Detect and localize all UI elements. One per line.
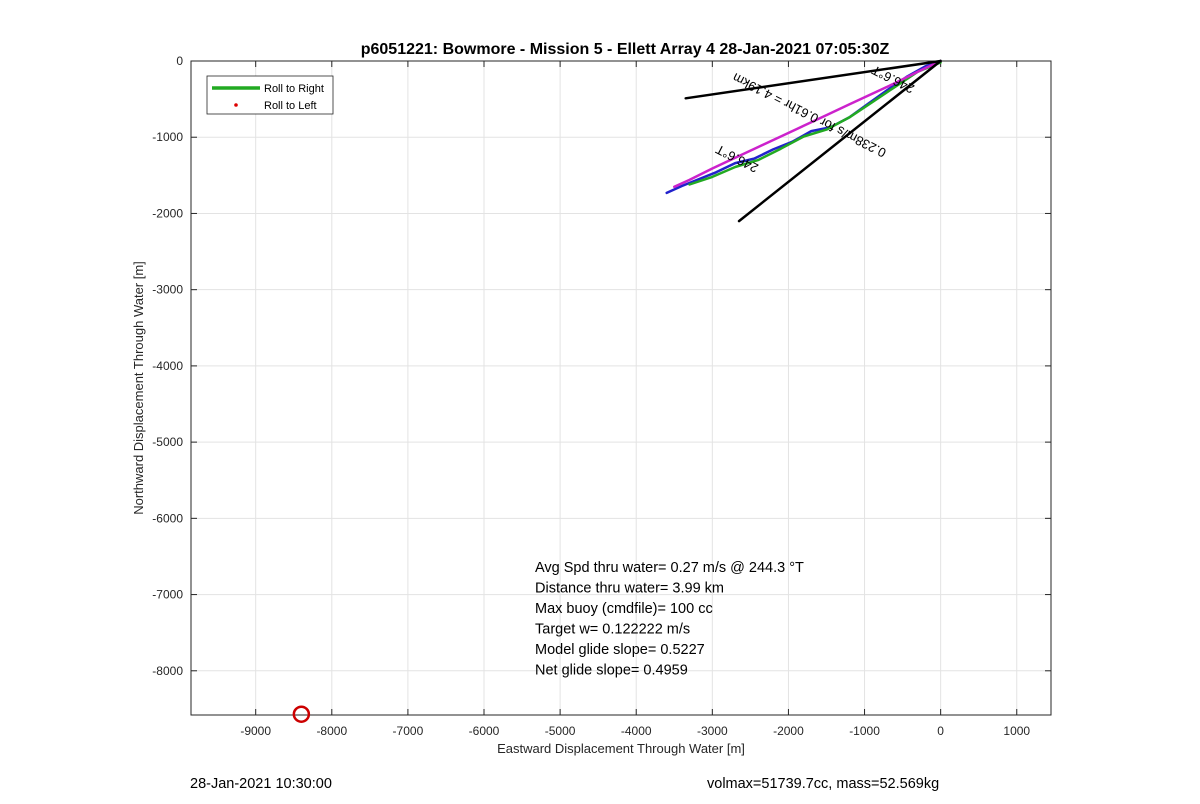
series-line-4 bbox=[737, 59, 942, 223]
x-axis-label: Eastward Displacement Through Water [m] bbox=[497, 741, 745, 756]
chart-title: p6051221: Bowmore - Mission 5 - Ellett A… bbox=[361, 41, 890, 58]
legend: Roll to Right Roll to Left bbox=[206, 75, 334, 115]
plot-area bbox=[190, 60, 1052, 716]
y-tick-label: -8000 bbox=[152, 664, 183, 678]
x-tick-label: -8000 bbox=[316, 724, 347, 738]
data-markers bbox=[292, 705, 311, 723]
footer-vehicle-info: volmax=51739.7cc, mass=52.569kg bbox=[707, 776, 939, 792]
legend-swatch-dot bbox=[234, 103, 238, 107]
y-tick-label: -5000 bbox=[152, 435, 183, 449]
stat-line: Distance thru water= 3.99 km bbox=[535, 581, 724, 597]
x-tick-label: 1000 bbox=[1003, 724, 1030, 738]
x-tick-label: -3000 bbox=[697, 724, 728, 738]
series-line-3 bbox=[684, 59, 942, 100]
x-tick-label: -6000 bbox=[469, 724, 500, 738]
legend-label: Roll to Left bbox=[264, 100, 317, 112]
y-tick-label: -3000 bbox=[152, 283, 183, 297]
x-tick-label: -5000 bbox=[545, 724, 576, 738]
stat-line: Avg Spd thru water= 0.27 m/s @ 244.3 °T bbox=[535, 560, 804, 576]
y-tick-label: -7000 bbox=[152, 588, 183, 602]
statistics-text: Avg Spd thru water= 0.27 m/s @ 244.3 °T D… bbox=[535, 560, 804, 679]
stat-line: Target w= 0.122222 m/s bbox=[535, 622, 690, 638]
footer-timestamp: 28-Jan-2021 10:30:00 bbox=[190, 776, 332, 792]
y-tick-label: -4000 bbox=[152, 359, 183, 373]
data-series bbox=[665, 59, 942, 223]
axis-ticks: -9000 -8000 -7000 -6000 -5000 -4000 -3000 -2000… bbox=[152, 54, 1051, 738]
x-tick-label: -9000 bbox=[240, 724, 271, 738]
legend-label: Roll to Right bbox=[264, 83, 324, 95]
x-tick-label: -1000 bbox=[849, 724, 880, 738]
x-tick-label: -2000 bbox=[773, 724, 804, 738]
y-tick-label: -6000 bbox=[152, 511, 183, 525]
series-line-1 bbox=[688, 61, 942, 186]
stat-line: Model glide slope= 0.5227 bbox=[535, 642, 705, 658]
stat-line: Max buoy (cmdfile)= 100 cc bbox=[535, 601, 713, 617]
y-tick-label: -2000 bbox=[152, 206, 183, 220]
x-tick-label: -4000 bbox=[621, 724, 652, 738]
x-tick-label: -7000 bbox=[393, 724, 424, 738]
y-tick-label: 0 bbox=[176, 54, 183, 68]
x-tick-label: 0 bbox=[937, 724, 944, 738]
y-tick-label: -1000 bbox=[152, 130, 183, 144]
y-axis-label: Northward Displacement Through Water [m] bbox=[131, 261, 146, 515]
series-line-2 bbox=[673, 59, 942, 189]
stat-line: Net glide slope= 0.4959 bbox=[535, 663, 688, 679]
position-marker-0 bbox=[292, 705, 311, 723]
legend-box bbox=[206, 75, 334, 115]
